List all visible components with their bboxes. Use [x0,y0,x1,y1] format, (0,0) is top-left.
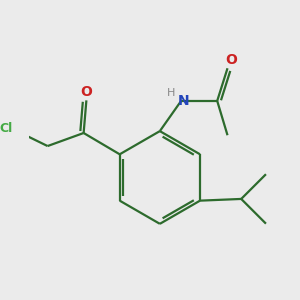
Text: N: N [178,94,190,108]
Text: H: H [167,88,176,98]
Text: O: O [225,53,237,67]
Text: Cl: Cl [0,122,13,135]
Text: O: O [80,85,92,99]
